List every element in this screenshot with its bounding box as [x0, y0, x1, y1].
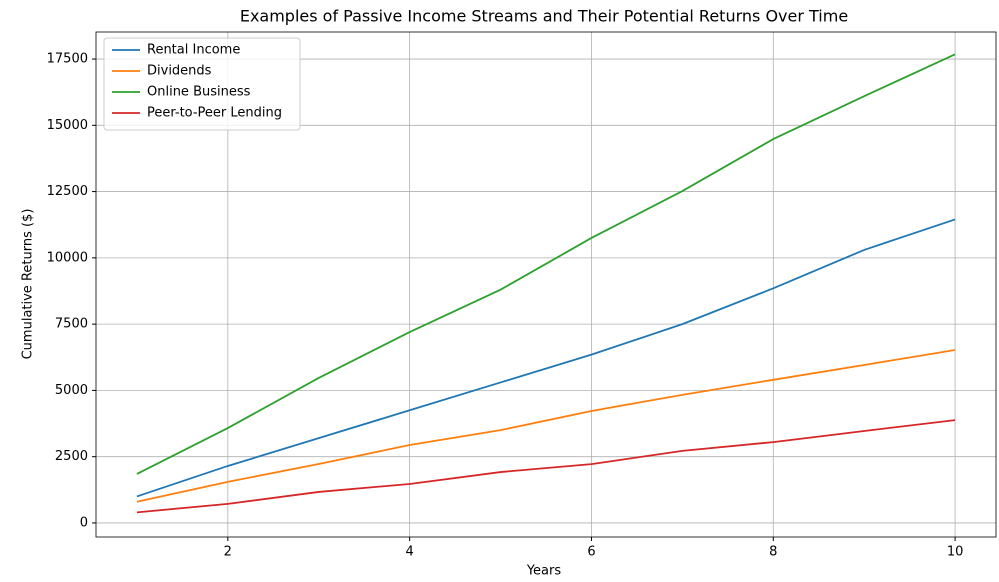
legend-label: Peer-to-Peer Lending [147, 106, 282, 121]
x-tick-label: 8 [769, 545, 777, 560]
y-tick-label: 17500 [47, 52, 88, 67]
legend-label: Rental Income [147, 43, 240, 58]
x-tick-label: 4 [405, 545, 413, 560]
legend-box [103, 37, 301, 131]
y-tick-label: 7500 [55, 317, 88, 332]
line-series [136, 53, 956, 475]
line-series [136, 218, 956, 498]
legend-label: Dividends [147, 64, 212, 79]
line-series [136, 349, 956, 503]
x-tick-label: 2 [224, 545, 232, 560]
x-tick-label: 6 [587, 545, 595, 560]
y-tick-label: 2500 [55, 449, 88, 464]
y-tick-label: 10000 [47, 250, 88, 265]
y-tick-label: 0 [80, 515, 88, 530]
y-tick-label: 15000 [47, 118, 88, 133]
y-axis-label: Cumulative Returns ($) [21, 209, 36, 360]
y-tick-label: 5000 [55, 383, 88, 398]
x-axis-label: Years [526, 564, 562, 579]
line-series [136, 419, 956, 514]
y-tick-label: 12500 [47, 184, 88, 199]
plot-frame [95, 31, 997, 538]
legend-label: Online Business [147, 85, 251, 100]
chart-title: Examples of Passive Income Streams and T… [240, 7, 848, 26]
x-tick-label: 10 [947, 545, 964, 560]
